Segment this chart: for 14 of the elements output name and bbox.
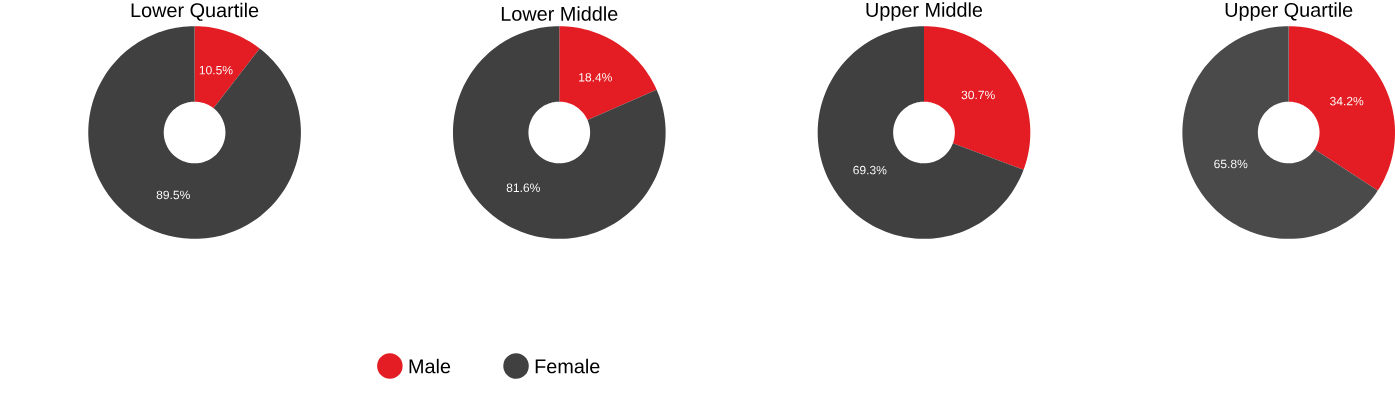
data-label: 69.3% bbox=[853, 165, 887, 175]
chart-title: Lower Middle bbox=[501, 6, 618, 21]
legend-label: Female bbox=[535, 358, 600, 374]
chart-title: Lower Quartile bbox=[131, 2, 259, 21]
data-label: 10.5% bbox=[199, 65, 233, 75]
data-label: 34.2% bbox=[1330, 96, 1364, 106]
chart-title: Upper Middle bbox=[866, 2, 983, 21]
chart-title: Upper Quartile bbox=[1225, 2, 1353, 21]
data-label: 65.8% bbox=[1214, 159, 1248, 169]
data-label: 30.7% bbox=[961, 90, 995, 100]
data-label: 89.5% bbox=[156, 190, 190, 200]
legend-label: Male bbox=[409, 358, 451, 374]
data-label: 81.6% bbox=[506, 183, 540, 192]
data-label: 18.4% bbox=[579, 72, 612, 82]
